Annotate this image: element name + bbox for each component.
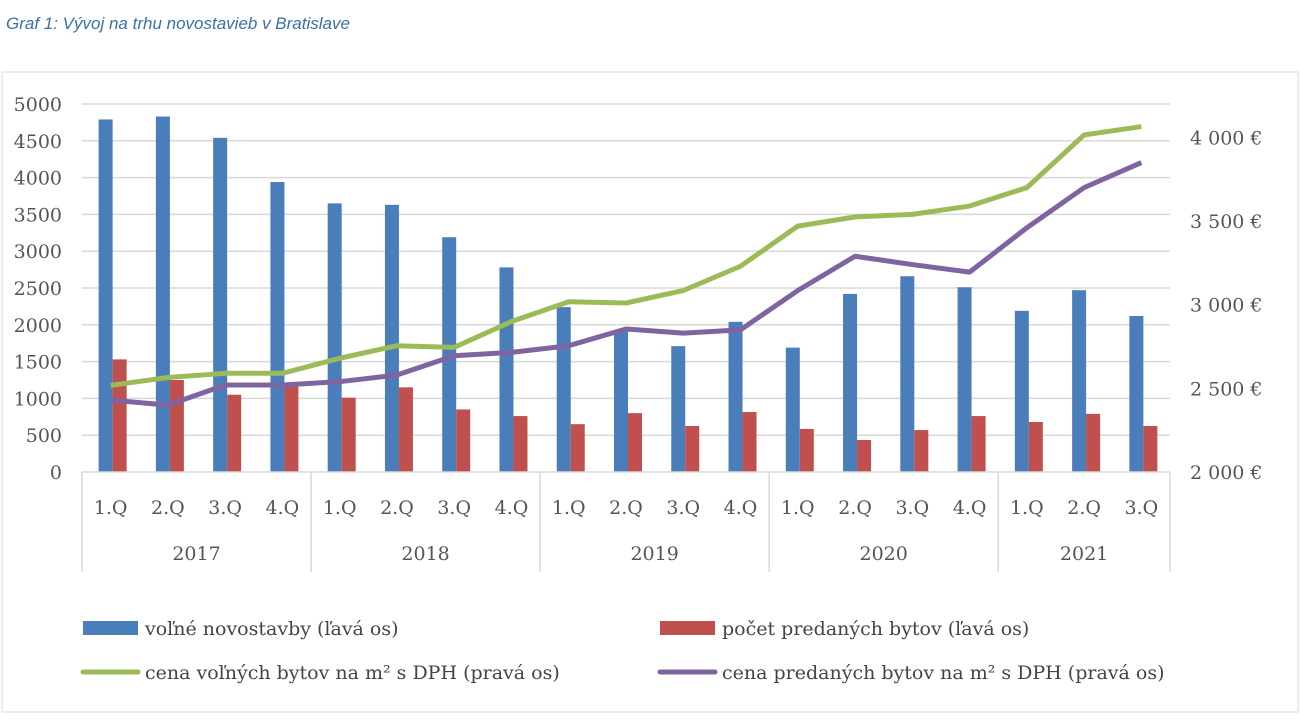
right-axis-tick: 3 500 € <box>1190 211 1263 233</box>
left-axis-tick: 500 <box>26 425 62 447</box>
bar-volne-novostavby <box>327 203 342 473</box>
legend-label: počet predaných bytov (ľavá os) <box>722 618 1029 640</box>
bar-volne-novostavby <box>384 204 399 472</box>
chart-border <box>1 71 1299 713</box>
bar-pocet-predanych <box>685 426 700 472</box>
category-label: 1.Q <box>94 497 128 519</box>
bar-pocet-predanych <box>456 409 471 472</box>
legend-swatch <box>660 621 715 635</box>
bar-volne-novostavby <box>98 119 113 473</box>
bar-pocet-predanych <box>857 439 872 472</box>
bar-volne-novostavby <box>728 321 743 472</box>
legend-label: voľné novostavby (ľavá os) <box>144 618 399 640</box>
bar-volne-novostavby <box>671 346 686 472</box>
bar-volne-novostavby <box>213 137 228 472</box>
left-axis-tick: 4000 <box>14 168 62 190</box>
bar-pocet-predanych <box>227 394 242 472</box>
bar-pocet-predanych <box>914 430 929 472</box>
left-axis-tick: 0 <box>50 462 62 484</box>
left-axis-tick: 3000 <box>14 241 62 263</box>
line-cena-volnych <box>110 124 1142 388</box>
left-axis-tick: 2000 <box>14 315 62 337</box>
bar-volne-novostavby <box>556 307 571 472</box>
bar-pocet-predanych <box>971 416 986 472</box>
category-label: 1.Q <box>1010 497 1044 519</box>
bar-pocet-predanych <box>112 359 127 472</box>
category-label: 3.Q <box>437 497 471 519</box>
bar-volne-novostavby <box>270 182 285 473</box>
left-axis-tick: 3500 <box>14 204 62 226</box>
right-axis-tick: 4 000 € <box>1190 127 1263 149</box>
legend-label: cena voľných bytov na m² s DPH (pravá os… <box>145 662 560 684</box>
bar-pocet-predanych <box>742 412 757 472</box>
category-label: 3.Q <box>208 497 242 519</box>
bar-volne-novostavby <box>957 287 972 472</box>
bar-volne-novostavby <box>843 293 858 472</box>
left-axis-tick: 2500 <box>14 278 62 300</box>
bar-pocet-predanych <box>570 424 585 472</box>
bar-volne-novostavby <box>614 329 628 472</box>
bar-pocet-predanych <box>341 397 356 472</box>
bar-volne-novostavby <box>442 237 457 472</box>
bar-pocet-predanych <box>1143 426 1158 472</box>
category-label: 2.Q <box>838 497 872 519</box>
bar-pocet-predanych <box>169 380 184 472</box>
category-label: 4.Q <box>495 497 529 519</box>
category-label: 3.Q <box>666 497 700 519</box>
legend-swatch <box>83 621 138 635</box>
bar-pocet-predanych <box>398 387 413 472</box>
left-axis-tick: 1000 <box>14 388 62 410</box>
category-label: 4.Q <box>953 497 987 519</box>
bar-pocet-predanych <box>513 416 528 472</box>
category-label: 3.Q <box>1125 497 1159 519</box>
year-label: 2021 <box>1060 543 1108 565</box>
bar-volne-novostavby <box>1014 310 1029 472</box>
category-label: 2.Q <box>609 497 643 519</box>
bar-volne-novostavby <box>155 116 170 473</box>
category-label: 2.Q <box>380 497 414 519</box>
line-cena-predanych <box>110 160 1143 408</box>
category-label: 2.Q <box>151 497 185 519</box>
category-label: 4.Q <box>724 497 758 519</box>
category-label: 2.Q <box>1067 497 1101 519</box>
bar-pocet-predanych <box>1086 413 1101 472</box>
year-label: 2019 <box>630 543 678 565</box>
right-axis-tick: 3 000 € <box>1190 295 1263 317</box>
year-label: 2020 <box>860 543 908 565</box>
bar-pocet-predanych <box>799 428 814 472</box>
category-label: 1.Q <box>323 497 357 519</box>
year-label: 2017 <box>172 543 220 565</box>
category-label: 4.Q <box>266 497 300 519</box>
bar-volne-novostavby <box>785 347 800 472</box>
bar-pocet-predanych <box>1028 421 1043 472</box>
legend-label: cena predaných bytov na m² s DPH (pravá … <box>722 662 1164 684</box>
left-axis-tick: 1500 <box>14 352 62 374</box>
category-label: 1.Q <box>781 497 815 519</box>
right-axis-tick: 2 500 € <box>1190 378 1263 400</box>
chart-title: Graf 1: Vývoj na trhu novostavieb v Brat… <box>6 14 350 33</box>
left-axis-tick: 4500 <box>14 131 62 153</box>
bar-pocet-predanych <box>284 384 299 472</box>
category-label: 1.Q <box>552 497 586 519</box>
left-axis-tick: 5000 <box>14 94 62 116</box>
bar-pocet-predanych <box>628 413 642 472</box>
bar-volne-novostavby <box>1129 315 1144 472</box>
bar-volne-novostavby <box>900 276 915 472</box>
year-label: 2018 <box>401 543 449 565</box>
right-axis-tick: 2 000 € <box>1190 462 1263 484</box>
bar-volne-novostavby <box>1072 290 1087 472</box>
bar-volne-novostavby <box>499 267 514 472</box>
category-label: 3.Q <box>895 497 929 519</box>
